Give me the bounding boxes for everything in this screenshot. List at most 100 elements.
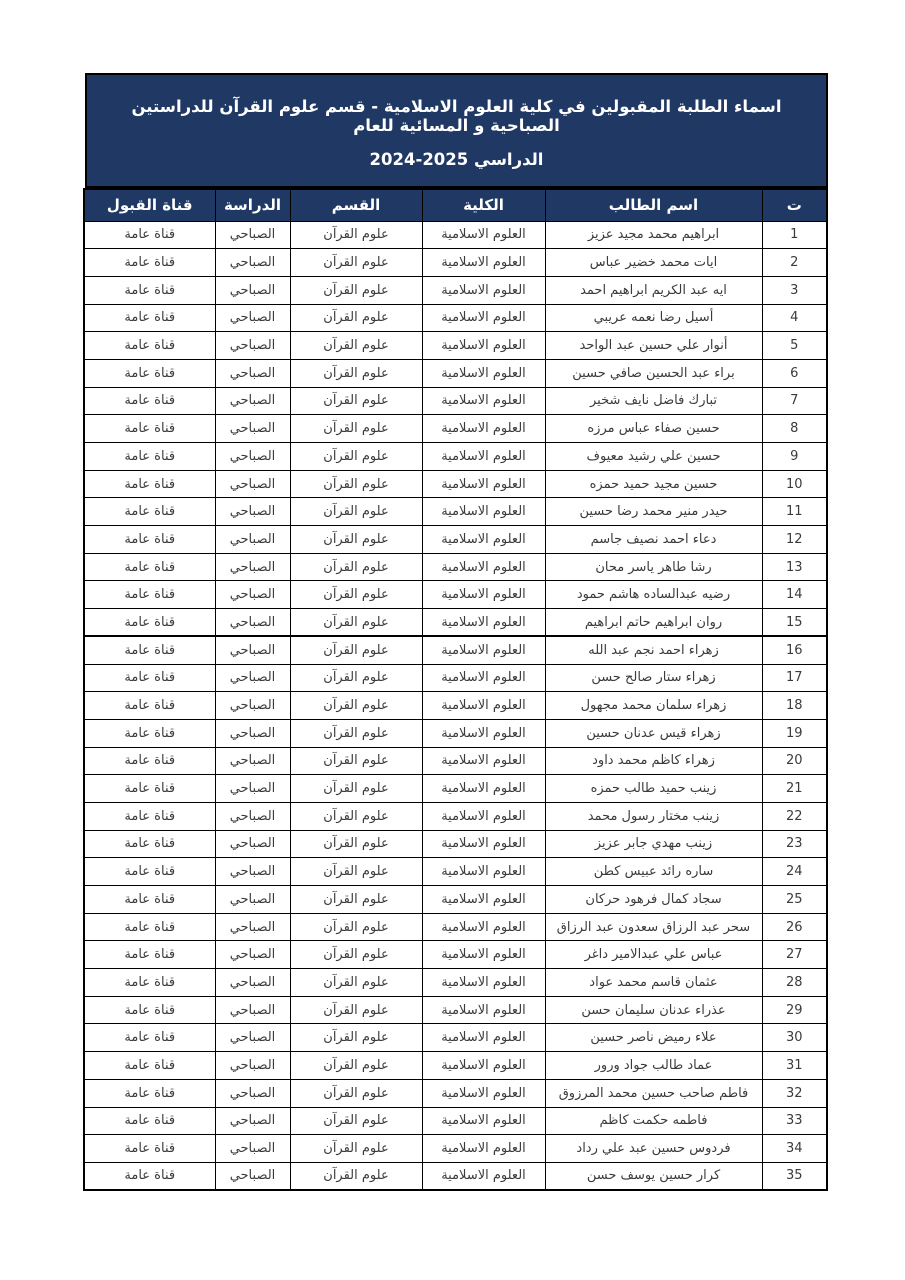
- cell-department: علوم القرآن: [289, 414, 423, 443]
- cell-serial: 33: [761, 1106, 828, 1136]
- cell-serial: 2: [761, 248, 828, 277]
- admissions-document: اسماء الطلبة المقبولين في كلية العلوم ال…: [83, 73, 828, 1192]
- table-row: 12 دعاء احمد نصيف جاسم العلوم الاسلامية …: [83, 525, 828, 554]
- cell-college: العلوم الاسلامية: [421, 774, 546, 803]
- cell-admission-channel: قناة عامة: [83, 663, 216, 693]
- cell-college: العلوم الاسلامية: [421, 275, 546, 305]
- table-row: 9 حسين علي رشيد معيوف العلوم الاسلامية ع…: [83, 442, 828, 471]
- cell-admission-channel: قناة عامة: [83, 635, 216, 665]
- cell-study-type: الصباحي: [214, 386, 291, 416]
- cell-student-name: رضيه عبدالساده هاشم حمود: [544, 580, 763, 610]
- cell-department: علوم القرآن: [289, 580, 423, 610]
- cell-department: علوم القرآن: [289, 774, 423, 803]
- cell-study-type: الصباحي: [214, 552, 291, 582]
- table-row: 29 عذراء عدنان سليمان حسن العلوم الاسلام…: [83, 995, 828, 1025]
- cell-student-name: فردوس حسين عبد علي رداد: [544, 1134, 763, 1163]
- cell-study-type: الصباحي: [214, 469, 291, 499]
- cell-department: علوم القرآن: [289, 885, 423, 914]
- cell-admission-channel: قناة عامة: [83, 1051, 216, 1080]
- cell-study-type: الصباحي: [214, 608, 291, 637]
- cell-department: علوم القرآن: [289, 386, 423, 416]
- cell-college: العلوم الاسلامية: [421, 635, 546, 665]
- cell-student-name: عذراء عدنان سليمان حسن: [544, 995, 763, 1025]
- cell-admission-channel: قناة عامة: [83, 358, 216, 388]
- table-row: 27 عباس علي عبدالامير داغر العلوم الاسلا…: [83, 940, 828, 970]
- cell-study-type: الصباحي: [214, 718, 291, 748]
- table-row: 28 عثمان قاسم محمد عواد العلوم الاسلامية…: [83, 968, 828, 997]
- cell-student-name: حيدر منير محمد رضا حسين: [544, 497, 763, 527]
- cell-study-type: الصباحي: [214, 442, 291, 471]
- table-row: 4 أسيل رضا نعمه عريبي العلوم الاسلامية ع…: [83, 303, 828, 333]
- cell-serial: 18: [761, 691, 828, 720]
- cell-study-type: الصباحي: [214, 801, 291, 831]
- cell-serial: 12: [761, 525, 828, 554]
- cell-student-name: حسين صفاء عباس مرزه: [544, 414, 763, 443]
- cell-department: علوم القرآن: [289, 995, 423, 1025]
- cell-study-type: الصباحي: [214, 1134, 291, 1163]
- header-department: القسم: [289, 188, 423, 222]
- cell-serial: 8: [761, 414, 828, 443]
- cell-department: علوم القرآن: [289, 718, 423, 748]
- cell-college: العلوم الاسلامية: [421, 303, 546, 333]
- table-row: 10 حسين مجيد حميد حمزه العلوم الاسلامية …: [83, 469, 828, 499]
- cell-serial: 11: [761, 497, 828, 527]
- cell-serial: 13: [761, 552, 828, 582]
- cell-college: العلوم الاسلامية: [421, 1161, 546, 1191]
- cell-serial: 27: [761, 940, 828, 970]
- cell-student-name: براء عبد الحسين صافي حسين: [544, 358, 763, 388]
- cell-college: العلوم الاسلامية: [421, 552, 546, 582]
- cell-college: العلوم الاسلامية: [421, 857, 546, 886]
- cell-college: العلوم الاسلامية: [421, 885, 546, 914]
- cell-admission-channel: قناة عامة: [83, 746, 216, 776]
- cell-college: العلوم الاسلامية: [421, 386, 546, 416]
- cell-study-type: الصباحي: [214, 580, 291, 610]
- cell-study-type: الصباحي: [214, 885, 291, 914]
- cell-college: العلوم الاسلامية: [421, 829, 546, 859]
- students-table-body: 1 ابراهيم محمد مجيد عزيز العلوم الاسلامي…: [83, 220, 828, 1191]
- cell-college: العلوم الاسلامية: [421, 469, 546, 499]
- cell-department: علوم القرآن: [289, 1106, 423, 1136]
- cell-department: علوم القرآن: [289, 829, 423, 859]
- cell-study-type: الصباحي: [214, 358, 291, 388]
- table-row: 15 روان ابراهيم حاتم ابراهيم العلوم الاس…: [83, 608, 828, 637]
- cell-admission-channel: قناة عامة: [83, 857, 216, 886]
- cell-college: العلوم الاسلامية: [421, 248, 546, 277]
- cell-study-type: الصباحي: [214, 829, 291, 859]
- cell-serial: 31: [761, 1051, 828, 1080]
- cell-admission-channel: قناة عامة: [83, 248, 216, 277]
- cell-admission-channel: قناة عامة: [83, 1134, 216, 1163]
- cell-admission-channel: قناة عامة: [83, 885, 216, 914]
- cell-serial: 21: [761, 774, 828, 803]
- table-row: 19 زهراء قيس عدنان حسين العلوم الاسلامية…: [83, 718, 828, 748]
- table-row: 2 ايات محمد خضير عباس العلوم الاسلامية ع…: [83, 248, 828, 277]
- table-row: 17 زهراء ستار صالح حسن العلوم الاسلامية …: [83, 663, 828, 693]
- cell-student-name: سحر عبد الرزاق سعدون عبد الرزاق: [544, 912, 763, 942]
- cell-admission-channel: قناة عامة: [83, 580, 216, 610]
- cell-department: علوم القرآن: [289, 525, 423, 554]
- cell-admission-channel: قناة عامة: [83, 331, 216, 360]
- cell-college: العلوم الاسلامية: [421, 414, 546, 443]
- cell-study-type: الصباحي: [214, 303, 291, 333]
- cell-admission-channel: قناة عامة: [83, 552, 216, 582]
- cell-student-name: زينب مختار رسول محمد: [544, 801, 763, 831]
- cell-student-name: فاطم صاحب حسين محمد المرزوق: [544, 1078, 763, 1108]
- cell-college: العلوم الاسلامية: [421, 1051, 546, 1080]
- cell-admission-channel: قناة عامة: [83, 829, 216, 859]
- cell-college: العلوم الاسلامية: [421, 608, 546, 637]
- table-row: 32 فاطم صاحب حسين محمد المرزوق العلوم ال…: [83, 1078, 828, 1108]
- cell-study-type: الصباحي: [214, 414, 291, 443]
- cell-admission-channel: قناة عامة: [83, 968, 216, 997]
- cell-serial: 20: [761, 746, 828, 776]
- cell-student-name: رشا طاهر ياسر محان: [544, 552, 763, 582]
- cell-department: علوم القرآن: [289, 691, 423, 720]
- cell-student-name: زينب حميد طالب حمزه: [544, 774, 763, 803]
- cell-college: العلوم الاسلامية: [421, 1023, 546, 1053]
- cell-serial: 4: [761, 303, 828, 333]
- header-study-type: الدراسة: [214, 188, 291, 222]
- table-row: 31 عماد طالب جواد ورور العلوم الاسلامية …: [83, 1051, 828, 1080]
- table-row: 5 أنوار علي حسين عبد الواحد العلوم الاسل…: [83, 331, 828, 360]
- cell-college: العلوم الاسلامية: [421, 691, 546, 720]
- cell-department: علوم القرآن: [289, 1051, 423, 1080]
- table-row: 33 فاطمه حكمت كاظم العلوم الاسلامية علوم…: [83, 1106, 828, 1136]
- cell-college: العلوم الاسلامية: [421, 940, 546, 970]
